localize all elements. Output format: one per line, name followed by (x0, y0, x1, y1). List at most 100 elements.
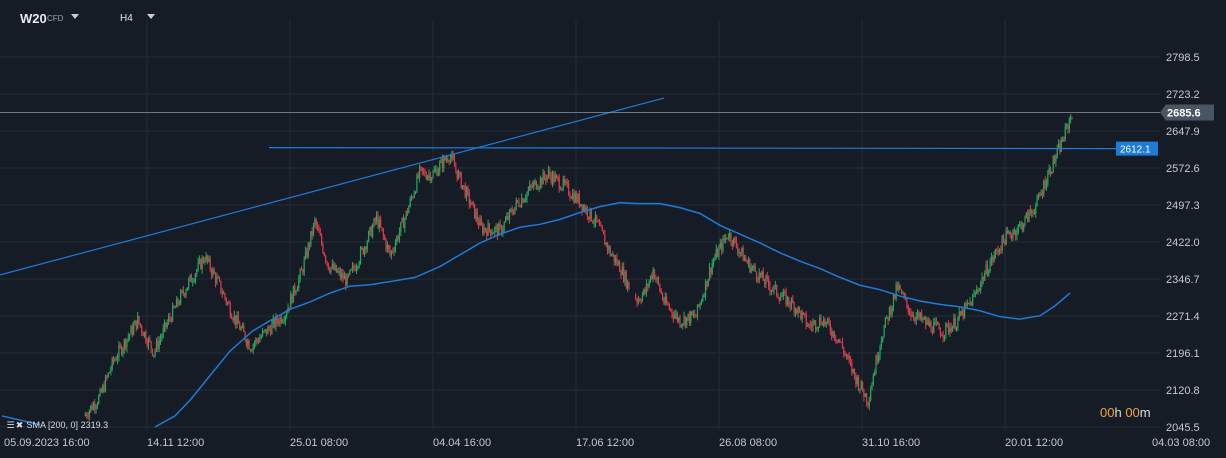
candle-body (374, 218, 376, 222)
candle-body (635, 295, 637, 300)
candle-body (243, 325, 245, 332)
candle-body (649, 275, 652, 282)
candles-layer (84, 114, 1073, 421)
timeframe-label[interactable]: H4 (120, 13, 133, 24)
candle-body (800, 310, 802, 320)
countdown-hours-unit: h (1114, 405, 1122, 420)
candle-body (558, 177, 560, 190)
candle-body (174, 307, 176, 309)
candle-body (613, 254, 615, 262)
candle-body (840, 341, 842, 343)
candle-body (214, 273, 217, 283)
candle-body (746, 260, 748, 264)
candle-body (992, 256, 994, 261)
candle-body (319, 232, 321, 236)
timeframe-dropdown-caret-icon[interactable] (147, 14, 155, 19)
remove-icon[interactable]: ✖ (15, 420, 24, 430)
candle-body (444, 156, 446, 161)
candle-body (447, 158, 449, 162)
candle-body (488, 223, 491, 230)
candle-body (1064, 126, 1066, 139)
candle-body (146, 341, 148, 346)
y-tick-label: 2196.1 (1166, 348, 1200, 360)
candle-body (1043, 180, 1045, 195)
candle-body (252, 344, 254, 351)
candle-body (620, 271, 622, 276)
candle-body (182, 290, 184, 294)
candle-body (255, 338, 257, 344)
candle-body (637, 299, 640, 303)
candle-body (423, 171, 425, 173)
candle-body (110, 369, 112, 373)
candle-body (703, 295, 705, 297)
candle-body (823, 319, 825, 326)
x-tick-label: 04.04 16:00 (433, 437, 491, 449)
candle-body (189, 275, 191, 280)
candle-body (798, 306, 801, 311)
candle-body (213, 269, 215, 274)
candle-body (1021, 223, 1023, 230)
candle-body (272, 318, 274, 324)
candle-body (178, 303, 180, 305)
symbol-name[interactable]: W20 (20, 11, 47, 26)
candle-body (151, 348, 154, 356)
candle-body (119, 345, 121, 347)
y-tick-label: 2497.3 (1166, 200, 1200, 212)
symbol-dropdown-caret-icon[interactable] (71, 14, 79, 19)
candle-body (976, 289, 978, 294)
candle-body (279, 316, 281, 324)
candle-body (698, 304, 700, 307)
candle-body (1000, 249, 1002, 251)
candle-body (502, 229, 504, 234)
candle-body (102, 385, 104, 393)
candle-body (86, 414, 88, 417)
candle-body (98, 395, 100, 404)
candle-body (648, 281, 650, 287)
candle-body (972, 296, 974, 306)
candle-body (847, 355, 849, 357)
candle-body (757, 278, 759, 281)
candle-body (857, 377, 860, 390)
candle-body (788, 297, 790, 305)
candle-body (702, 296, 704, 302)
candle-body (589, 208, 591, 219)
candle-body (761, 271, 763, 277)
candle-body (196, 269, 198, 275)
candle-body (841, 342, 844, 348)
candle-body (860, 381, 862, 389)
candle-body (111, 358, 113, 370)
candle-body (221, 292, 223, 294)
candle-body (1051, 171, 1053, 174)
candle-body (329, 269, 331, 272)
candle-body (946, 323, 948, 325)
candle-body (204, 261, 206, 263)
candle-body (452, 154, 454, 160)
candle-body (700, 301, 703, 303)
x-tick-label: 26.08 08:00 (719, 437, 777, 449)
candle-body (1005, 230, 1007, 245)
candle-body (682, 323, 684, 325)
candle-body (1055, 156, 1057, 163)
candle-body (335, 265, 337, 273)
candle-body (778, 297, 780, 301)
candle-body (455, 166, 457, 171)
candle-body (739, 252, 742, 254)
candle-body (970, 301, 972, 306)
candle-body (585, 207, 587, 212)
candle-body (683, 316, 685, 324)
y-tick-label: 2422.0 (1166, 237, 1200, 249)
candle-body (625, 271, 627, 288)
candle-body (825, 321, 827, 325)
candle-body (1032, 211, 1034, 214)
candle-body (366, 241, 368, 250)
candle-body (88, 410, 90, 417)
candle-body (1044, 180, 1046, 189)
candle-body (188, 279, 190, 288)
candle-body (554, 175, 556, 182)
x-tick-label: 05.09.2023 16:00 (4, 437, 90, 449)
settings-icon[interactable]: ☰ (6, 420, 15, 430)
candle-body (576, 193, 578, 202)
candle-body (1057, 144, 1060, 149)
candle-body (314, 219, 316, 224)
